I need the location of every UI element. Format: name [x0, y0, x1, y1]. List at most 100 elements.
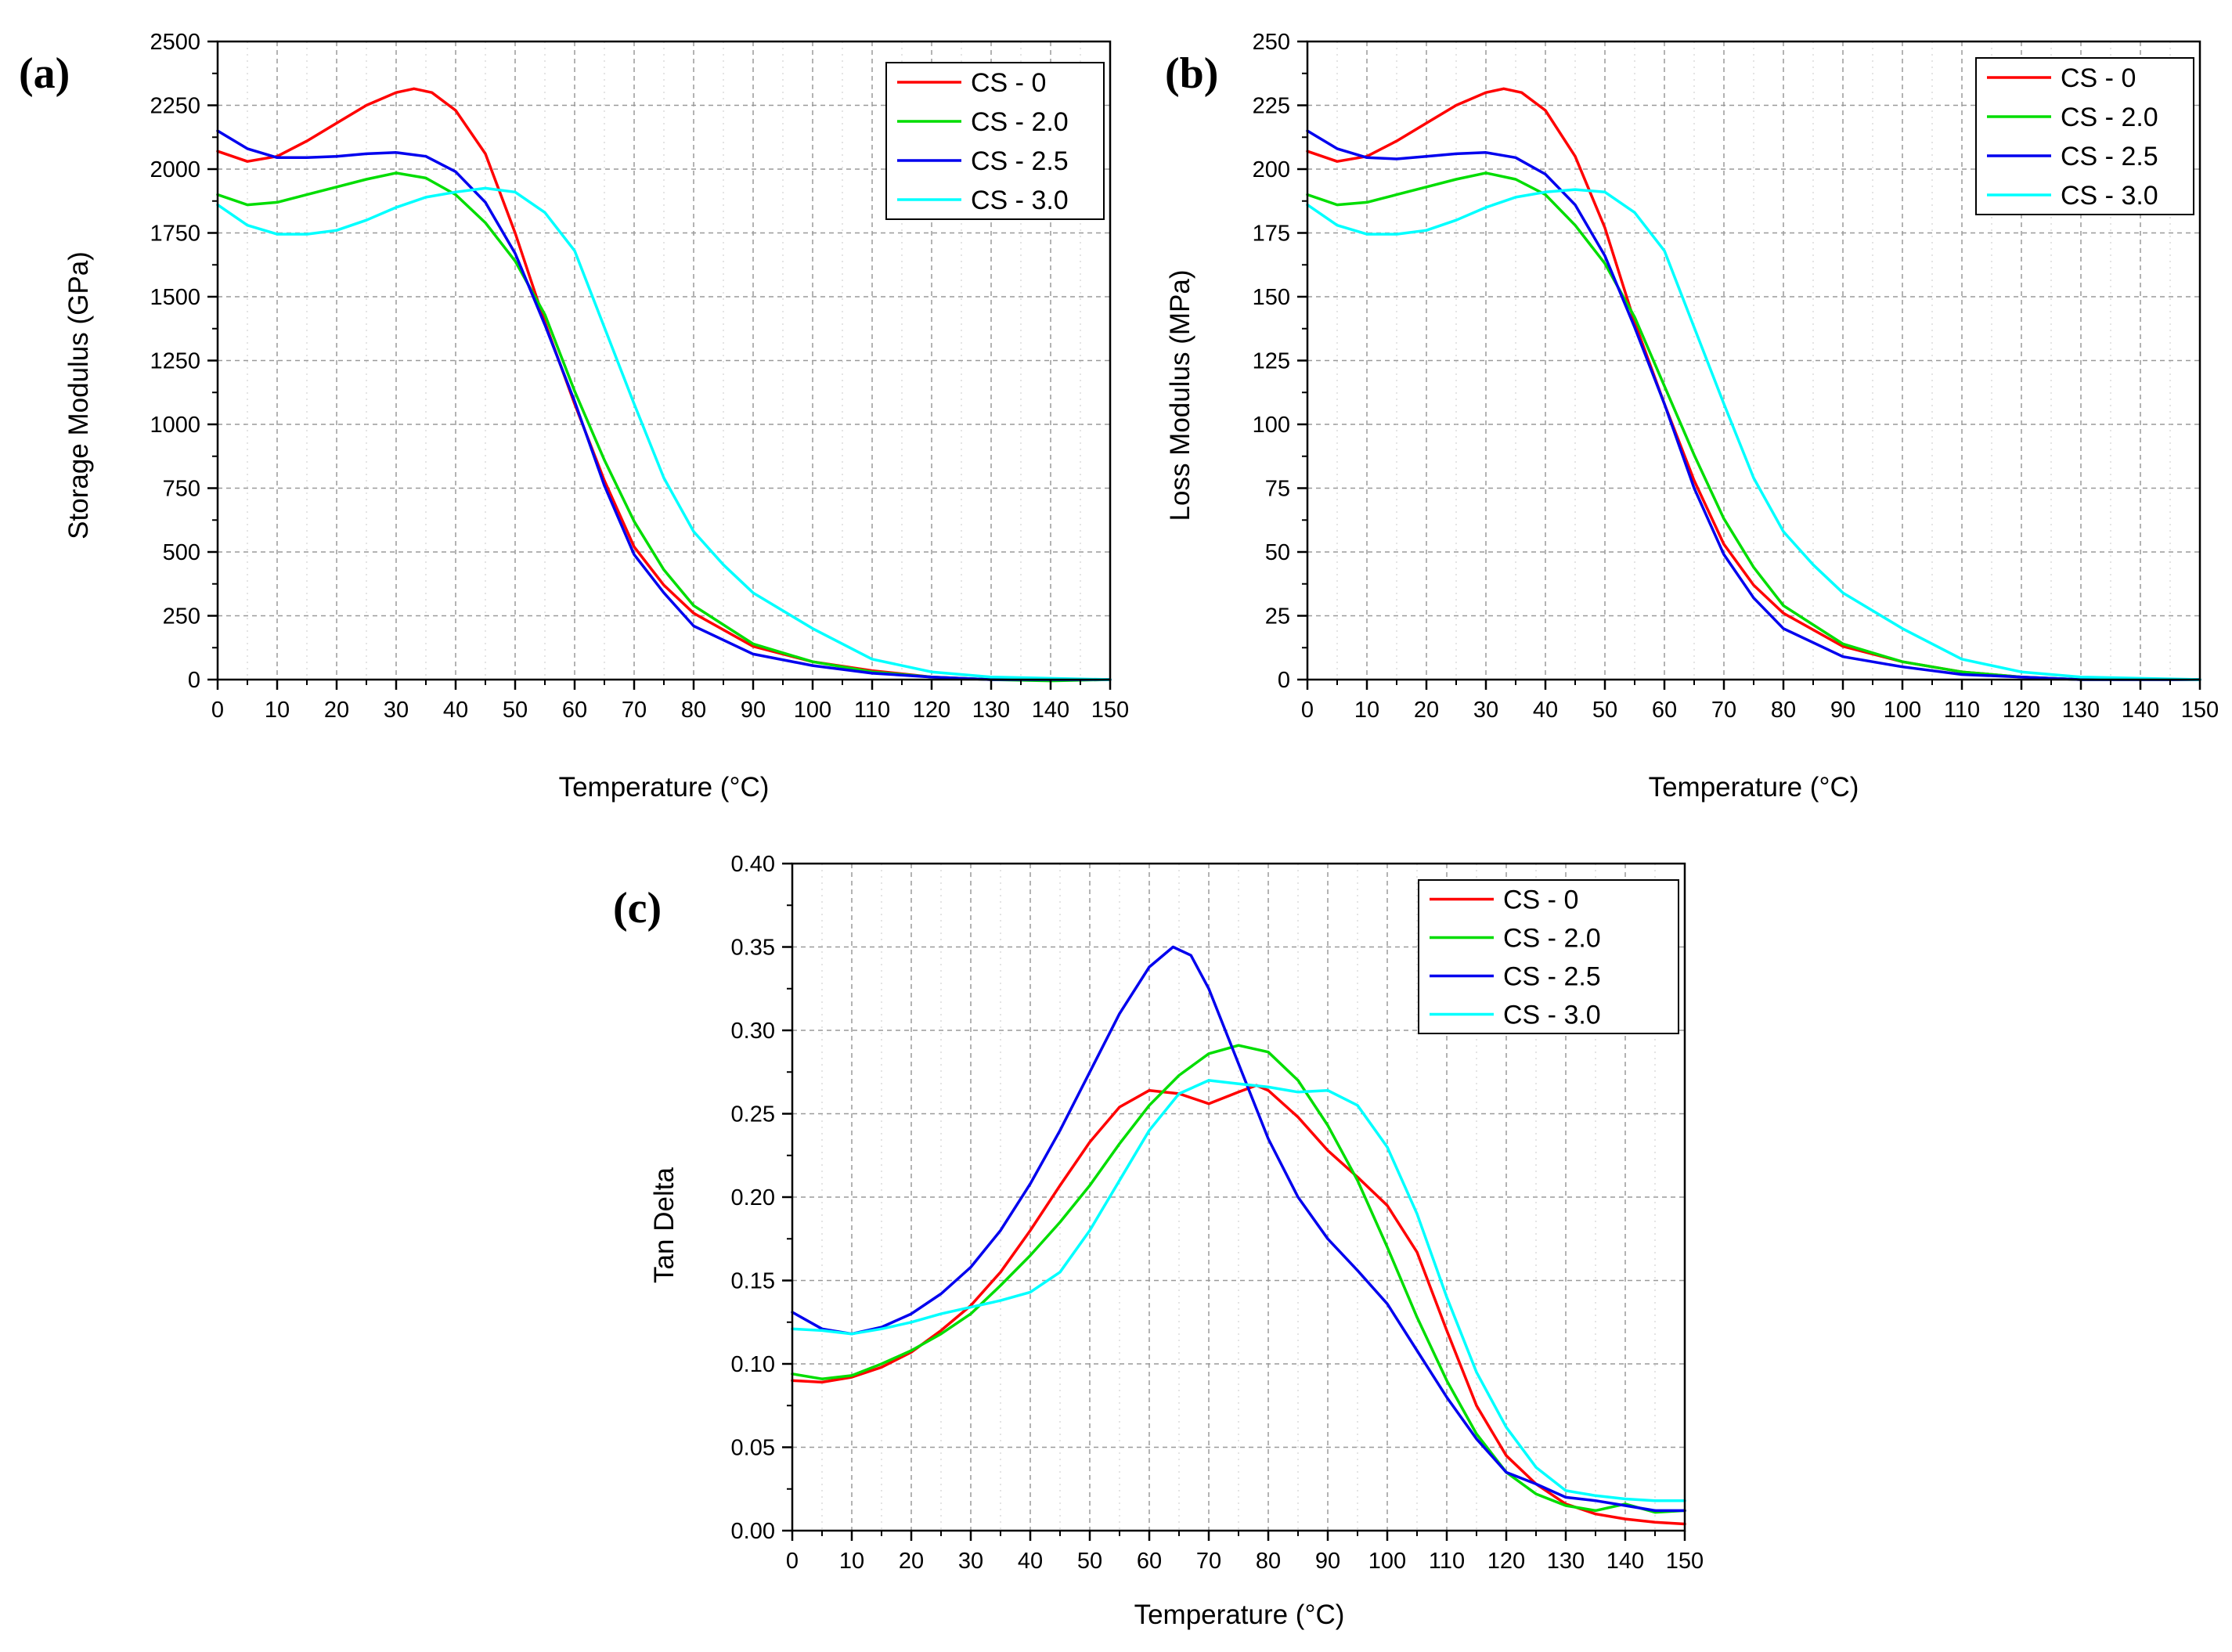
y-tick-label-c-3: 0.15 — [731, 1269, 775, 1294]
x-tick-label-b-8: 80 — [1771, 698, 1796, 723]
chart-panel-c: (c) Tan Delta Temperature (°C) 0 10 20 30 40… — [613, 852, 1704, 1630]
x-tick-label-b-3: 30 — [1473, 698, 1498, 723]
axes-a — [207, 40, 1112, 690]
legend-label-b-3: CS - 3.0 — [2061, 181, 2158, 211]
x-tick-label-a-6: 60 — [562, 698, 587, 723]
x-tick-label-a-14: 140 — [1032, 698, 1069, 723]
x-tick-label-a-7: 70 — [622, 698, 647, 723]
x-tick-label-a-11: 110 — [854, 698, 890, 723]
x-tick-label-c-8: 80 — [1256, 1549, 1281, 1574]
y-tick-label-a-9: 2250 — [150, 94, 200, 119]
x-tick-label-c-1: 10 — [839, 1549, 864, 1574]
y-tick-label-b-3: 75 — [1265, 477, 1290, 502]
x-tick-label-c-10: 100 — [1368, 1549, 1406, 1574]
x-tick-label-b-2: 20 — [1414, 698, 1439, 723]
x-tick-label-b-6: 60 — [1652, 698, 1677, 723]
series-line-a-3 — [216, 186, 1112, 681]
x-tick-label-c-9: 90 — [1315, 1549, 1340, 1574]
legend-label-c-0: CS - 0 — [1503, 886, 1578, 915]
series-line-b-1 — [1306, 171, 2201, 681]
legend-box-b — [1975, 57, 2194, 215]
x-axis-title-a: Temperature (°C) — [559, 772, 770, 803]
x-axis-title-c: Temperature (°C) — [1134, 1600, 1345, 1630]
x-tick-label-a-13: 130 — [972, 698, 1010, 723]
x-tick-label-b-12: 120 — [2003, 698, 2040, 723]
legend-label-a-0: CS - 0 — [971, 68, 1046, 98]
panel-label-b: (b) — [1165, 49, 1218, 98]
series-line-c-3 — [791, 1079, 1686, 1502]
legend-label-b-0: CS - 0 — [2061, 63, 2136, 93]
y-tick-labels-a: 0 250 500 750 1000 1250 1500 1750 2000 2250 2500 — [150, 30, 200, 693]
x-tick-label-c-6: 60 — [1137, 1549, 1162, 1574]
x-tick-label-a-0: 0 — [211, 698, 224, 723]
x-tick-label-b-1: 10 — [1354, 698, 1379, 723]
x-tick-labels-a: 0 10 20 30 40 50 60 70 80 90 100 110 120 130 140 150 — [211, 698, 1129, 723]
y-tick-label-b-4: 100 — [1253, 413, 1290, 438]
y-tick-label-a-4: 1000 — [150, 413, 200, 438]
y-tick-label-b-0: 0 — [1278, 668, 1290, 693]
y-tick-label-c-7: 0.35 — [731, 936, 775, 961]
x-tick-label-a-4: 40 — [443, 698, 468, 723]
series-line-c-2 — [791, 945, 1686, 1513]
y-tick-label-c-4: 0.20 — [731, 1185, 775, 1210]
x-tick-label-a-12: 120 — [913, 698, 950, 723]
y-tick-label-c-2: 0.10 — [731, 1352, 775, 1377]
x-axis-title-b: Temperature (°C) — [1649, 772, 1859, 803]
x-tick-label-c-2: 20 — [899, 1549, 924, 1574]
x-tick-label-b-0: 0 — [1301, 698, 1314, 723]
y-tick-label-a-3: 750 — [163, 477, 200, 502]
x-tick-label-b-13: 130 — [2062, 698, 2100, 723]
x-tick-label-a-10: 100 — [794, 698, 831, 723]
x-tick-label-c-12: 120 — [1487, 1549, 1525, 1574]
x-tick-labels-c: 0 10 20 30 40 50 60 70 80 90 100 110 120 130 140 150 — [786, 1549, 1704, 1574]
x-tick-label-a-3: 30 — [384, 698, 409, 723]
x-tick-label-b-15: 150 — [2181, 698, 2219, 723]
series-line-a-2 — [216, 129, 1112, 681]
x-tick-label-a-5: 50 — [503, 698, 528, 723]
x-tick-label-b-10: 100 — [1884, 698, 1921, 723]
chart-panel-b: (b) Loss Modulus (MPa) Temperature (°C) … — [1165, 30, 2219, 803]
legend-label-c-2: CS - 2.5 — [1503, 962, 1601, 992]
series-group-c — [791, 945, 1686, 1526]
x-tick-label-c-13: 130 — [1547, 1549, 1585, 1574]
axes-c — [782, 862, 1686, 1541]
x-tick-label-c-7: 70 — [1196, 1549, 1221, 1574]
y-tick-label-b-5: 125 — [1253, 349, 1290, 374]
series-group-a — [216, 87, 1112, 683]
x-tick-label-a-8: 80 — [681, 698, 706, 723]
series-line-c-1 — [791, 1044, 1686, 1514]
x-tick-label-c-15: 150 — [1666, 1549, 1704, 1574]
y-tick-label-b-6: 150 — [1253, 285, 1290, 310]
legend-label-a-1: CS - 2.0 — [971, 107, 1069, 137]
chart-panel-a: (a) Storage Modulus (GPa) Temperature (°… — [19, 30, 1129, 803]
x-tick-label-c-0: 0 — [786, 1549, 799, 1574]
legend-b: CS - 0 CS - 2.0 CS - 2.5 CS - 3.0 — [1975, 57, 2194, 215]
x-tick-label-a-1: 10 — [265, 698, 290, 723]
legend-label-c-1: CS - 2.0 — [1503, 924, 1601, 954]
legend-a: CS - 0 CS - 2.0 CS - 2.5 CS - 3.0 — [885, 62, 1105, 220]
y-tick-label-c-5: 0.25 — [731, 1102, 775, 1127]
legend-c: CS - 0 CS - 2.0 CS - 2.5 CS - 3.0 — [1418, 879, 1679, 1034]
panel-label-c: (c) — [613, 884, 662, 932]
y-tick-label-a-2: 500 — [163, 540, 200, 565]
legend-label-a-3: CS - 3.0 — [971, 186, 1069, 215]
legend-box-c — [1418, 879, 1679, 1034]
y-tick-label-b-7: 175 — [1253, 222, 1290, 247]
legend-label-b-1: CS - 2.0 — [2061, 103, 2158, 132]
x-tick-label-a-15: 150 — [1091, 698, 1129, 723]
y-tick-label-b-10: 250 — [1253, 30, 1290, 55]
x-tick-label-a-2: 20 — [324, 698, 349, 723]
axes-b — [1297, 40, 2201, 690]
y-tick-labels-b: 0 25 50 75 100 125 150 175 200 225 250 — [1253, 30, 1290, 693]
y-tick-label-a-7: 1750 — [150, 222, 200, 247]
series-line-b-2 — [1306, 129, 2201, 681]
x-tick-label-c-5: 50 — [1077, 1549, 1102, 1574]
y-tick-label-a-8: 2000 — [150, 157, 200, 182]
x-tick-label-c-11: 110 — [1429, 1549, 1465, 1574]
x-tick-label-b-9: 90 — [1830, 698, 1855, 723]
y-tick-label-a-10: 2500 — [150, 30, 200, 55]
y-tick-label-a-1: 250 — [163, 604, 200, 629]
x-tick-label-a-9: 90 — [741, 698, 766, 723]
legend-label-b-2: CS - 2.5 — [2061, 142, 2158, 171]
x-tick-labels-b: 0 10 20 30 40 50 60 70 80 90 100 110 120 130 140 150 — [1301, 698, 2219, 723]
